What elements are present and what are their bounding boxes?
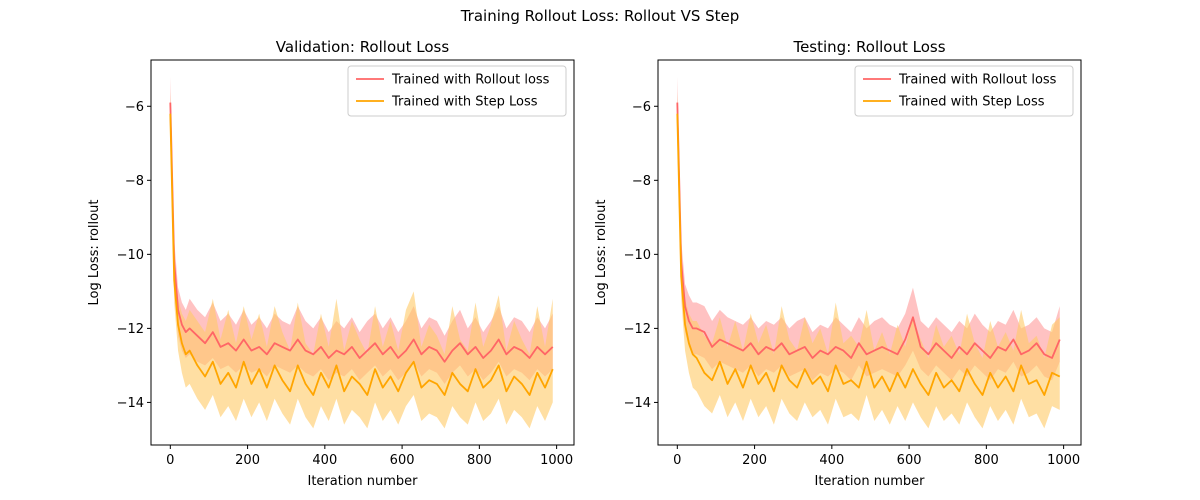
chart-validation: 0 200 400 600 800 1000 −14 −12 −10 −8 −6 Validation… xyxy=(87,38,575,489)
legend-label: Trained with Rollout loss xyxy=(898,73,1057,88)
plot-area xyxy=(676,76,1061,429)
y-tick-label: −10 xyxy=(117,248,144,263)
y-tick-label: −10 xyxy=(624,248,651,263)
y-axis-label: Log Loss: rollout xyxy=(87,200,102,306)
y-tick-label: −14 xyxy=(624,396,651,411)
x-tick-label: 400 xyxy=(312,453,337,468)
chart-title: Testing: Rollout Loss xyxy=(792,38,945,56)
y-tick-label: −8 xyxy=(632,174,651,189)
x-tick-label: 200 xyxy=(742,453,767,468)
legend-box xyxy=(347,65,567,117)
x-tick-label: 800 xyxy=(467,453,492,468)
series-line-1 xyxy=(676,113,1061,396)
x-tick-label: 0 xyxy=(673,453,681,468)
legend-box xyxy=(854,65,1074,117)
legend-label: Trained with Step Loss xyxy=(391,95,538,110)
y-tick-label: −12 xyxy=(624,322,651,337)
y-tick-label: −6 xyxy=(632,100,651,115)
x-tick-label: 1000 xyxy=(1047,453,1080,468)
plots: 0 200 400 600 800 1000 −14 −12 −10 −8 −6 Validation… xyxy=(87,38,1082,489)
series-band-1 xyxy=(170,91,553,429)
x-tick-label: 1000 xyxy=(540,453,573,468)
x-axis-label: Iteration number xyxy=(814,474,925,489)
series-line-0 xyxy=(169,102,554,363)
series-line-1 xyxy=(169,113,554,396)
x-tick-label: 800 xyxy=(974,453,999,468)
x-tick-label: 600 xyxy=(897,453,922,468)
series-band-1 xyxy=(677,91,1060,429)
x-tick-label: 600 xyxy=(390,453,415,468)
legend-label: Trained with Step Loss xyxy=(898,95,1045,110)
y-tick-label: −8 xyxy=(125,174,144,189)
x-tick-label: 0 xyxy=(166,453,174,468)
x-tick-label: 400 xyxy=(819,453,844,468)
y-axis-label: Log Loss: rollout xyxy=(594,200,609,306)
axes-frame xyxy=(150,59,575,446)
chart-title: Validation: Rollout Loss xyxy=(276,38,450,56)
axes-frame xyxy=(657,59,1082,446)
y-tick-label: −12 xyxy=(117,322,144,337)
plot-area xyxy=(169,76,554,429)
figure-suptitle: Training Rollout Loss: Rollout VS Step xyxy=(460,7,740,25)
series-line-0 xyxy=(676,102,1061,359)
legend: Trained with Rollout loss Trained with St… xyxy=(854,65,1074,117)
legend: Trained with Rollout loss Trained with St… xyxy=(347,65,567,117)
x-tick-label: 200 xyxy=(235,453,260,468)
x-axis-label: Iteration number xyxy=(307,474,418,489)
y-tick-label: −6 xyxy=(125,100,144,115)
y-tick-label: −14 xyxy=(117,396,144,411)
legend-label: Trained with Rollout loss xyxy=(391,73,550,88)
chart-testing: 0 200 400 600 800 1000 −14 −12 −10 −8 −6 Testing: R… xyxy=(594,38,1082,489)
